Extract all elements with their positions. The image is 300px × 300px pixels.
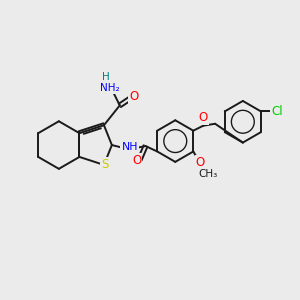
Text: Cl: Cl — [271, 105, 283, 118]
Text: CH₃: CH₃ — [199, 169, 218, 179]
Text: O: O — [129, 90, 138, 103]
Text: H: H — [102, 72, 110, 82]
Text: O: O — [132, 154, 141, 167]
Text: NH: NH — [122, 142, 138, 152]
Text: O: O — [196, 156, 205, 169]
Text: S: S — [101, 158, 109, 171]
Text: NH₂: NH₂ — [100, 82, 120, 92]
Text: O: O — [199, 111, 208, 124]
